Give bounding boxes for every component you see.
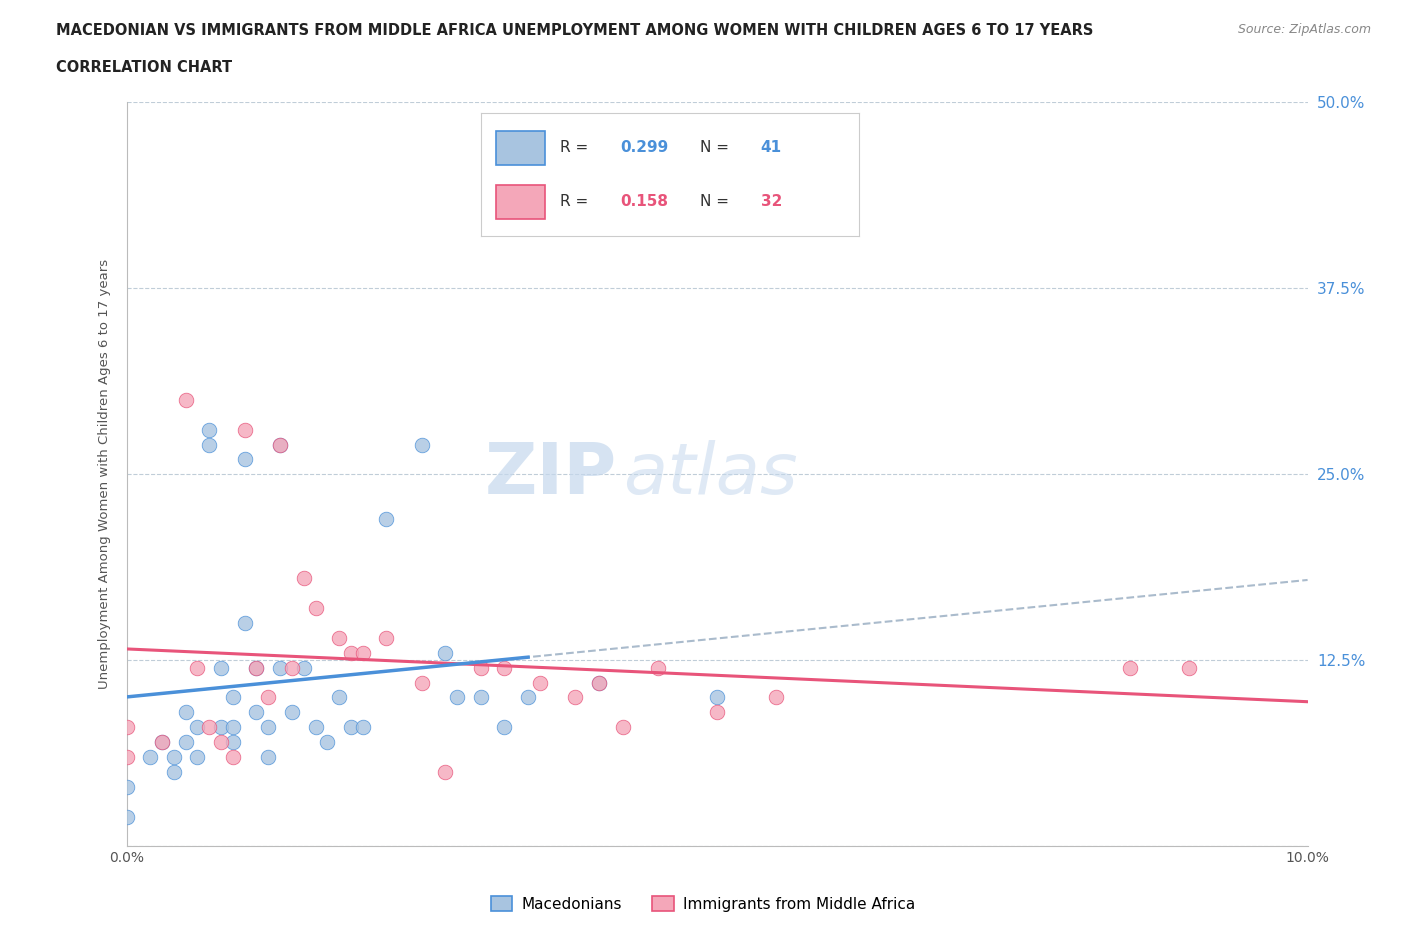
Point [222, 720, 245, 735]
Point [588, 675, 610, 690]
Point [564, 690, 586, 705]
Point [163, 764, 186, 779]
Text: MACEDONIAN VS IMMIGRANTS FROM MIDDLE AFRICA UNEMPLOYMENT AMONG WOMEN WITH CHILDR: MACEDONIAN VS IMMIGRANTS FROM MIDDLE AFR… [56, 23, 1094, 38]
Point [115, 720, 138, 735]
Point [222, 735, 245, 750]
Point [115, 809, 138, 824]
Point [494, 720, 516, 735]
Point [328, 631, 350, 645]
Point [245, 705, 267, 720]
Point [115, 750, 138, 764]
Point [209, 720, 232, 735]
Point [186, 750, 208, 764]
Point [150, 735, 173, 750]
Text: atlas: atlas [623, 440, 797, 509]
Point [446, 690, 468, 705]
Text: CORRELATION CHART: CORRELATION CHART [56, 60, 232, 75]
Point [316, 735, 339, 750]
Point [470, 660, 492, 675]
Point [198, 720, 221, 735]
Point [434, 764, 457, 779]
Point [163, 750, 186, 764]
Point [352, 645, 374, 660]
Point [186, 720, 208, 735]
Point [494, 660, 516, 675]
Point [292, 571, 315, 586]
Point [209, 735, 232, 750]
Point [612, 720, 634, 735]
Point [375, 512, 398, 526]
Point [411, 675, 433, 690]
Point [706, 705, 728, 720]
Point [198, 437, 221, 452]
Point [340, 645, 363, 660]
Point [222, 690, 245, 705]
Point [174, 735, 197, 750]
Point [257, 720, 280, 735]
Point [139, 750, 162, 764]
Legend: Macedonians, Immigrants from Middle Africa: Macedonians, Immigrants from Middle Afri… [485, 889, 921, 918]
Point [233, 422, 256, 437]
Point [529, 675, 551, 690]
Point [647, 660, 669, 675]
Point [434, 645, 457, 660]
Point [281, 660, 304, 675]
Point [269, 437, 291, 452]
Point [198, 422, 221, 437]
Point [115, 779, 138, 794]
Point [269, 660, 291, 675]
Point [209, 660, 232, 675]
Y-axis label: Unemployment Among Women with Children Ages 6 to 17 years: Unemployment Among Women with Children A… [97, 259, 111, 689]
Text: ZIP: ZIP [485, 440, 617, 509]
Point [706, 690, 728, 705]
Point [292, 660, 315, 675]
Point [765, 690, 787, 705]
Point [1119, 660, 1142, 675]
Point [174, 705, 197, 720]
Point [340, 720, 363, 735]
Point [304, 720, 326, 735]
Point [411, 437, 433, 452]
Text: Source: ZipAtlas.com: Source: ZipAtlas.com [1237, 23, 1371, 36]
Point [375, 631, 398, 645]
Point [281, 705, 304, 720]
Point [174, 392, 197, 407]
Point [245, 660, 267, 675]
Point [1178, 660, 1201, 675]
Point [233, 616, 256, 631]
Point [470, 690, 492, 705]
Point [269, 437, 291, 452]
Point [352, 720, 374, 735]
Point [517, 690, 540, 705]
Point [245, 660, 267, 675]
Point [233, 452, 256, 467]
Point [186, 660, 208, 675]
Point [222, 750, 245, 764]
Point [328, 690, 350, 705]
Point [257, 690, 280, 705]
Point [257, 750, 280, 764]
Point [588, 675, 610, 690]
Point [304, 601, 326, 616]
Point [150, 735, 173, 750]
